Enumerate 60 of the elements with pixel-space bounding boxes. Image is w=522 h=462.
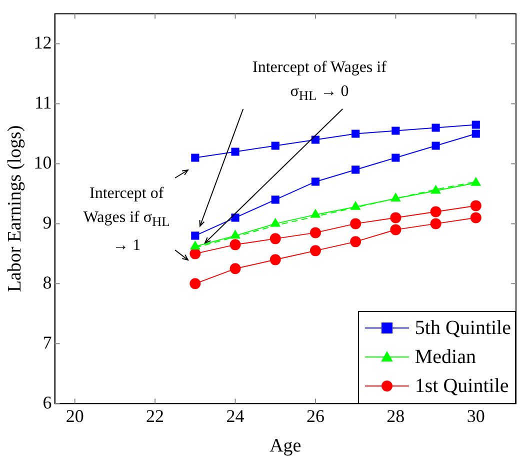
point [390, 224, 402, 236]
point [350, 201, 360, 210]
y-tick-label: 7 [42, 332, 52, 352]
x-tick-label: 30 [466, 406, 485, 426]
point [430, 185, 441, 194]
legend-label: 5th Quintile [414, 316, 511, 341]
y-tick-label: 9 [42, 212, 52, 232]
y-axis-title: Labor Earnings (logs) [4, 125, 26, 292]
point [191, 232, 200, 240]
point [432, 124, 440, 132]
point [270, 254, 281, 266]
point [430, 218, 442, 230]
point [390, 212, 402, 224]
point [231, 214, 240, 222]
point [470, 200, 482, 212]
point [470, 212, 482, 224]
annotation: Intercept of Wages if σ$_{HL}$ → 0 [252, 58, 388, 105]
point [311, 178, 320, 186]
x-tick-label: 20 [66, 406, 84, 426]
point [271, 142, 280, 150]
point [190, 248, 201, 260]
legend-label: 1st Quintile [414, 374, 509, 399]
point [432, 142, 440, 150]
x-axis-title: Age [270, 436, 302, 457]
point [471, 177, 481, 186]
y-tick-label: 6 [42, 392, 52, 412]
point [271, 196, 280, 204]
annotation: Intercept of Wages if σ$_{HL}$ → 1 [82, 184, 171, 256]
point [310, 245, 321, 256]
point [430, 206, 442, 218]
point [231, 148, 240, 156]
point [270, 233, 281, 244]
y-tick-label: 12 [34, 32, 52, 53]
y-tick-label: 11 [34, 92, 52, 112]
x-tick-label: 26 [306, 406, 324, 426]
point [392, 154, 400, 162]
point [350, 236, 362, 248]
point [310, 209, 320, 218]
point [352, 130, 360, 138]
y-tick-label: 10 [34, 152, 52, 172]
point [230, 239, 241, 250]
point [352, 166, 360, 174]
x-tick-label: 22 [146, 406, 164, 426]
point [190, 278, 201, 290]
point [390, 193, 401, 202]
point [350, 218, 362, 230]
point [230, 263, 241, 274]
point [310, 227, 321, 238]
point [311, 136, 320, 144]
point [190, 240, 200, 250]
point [270, 218, 280, 227]
point [392, 126, 400, 135]
x-tick-label: 28 [386, 406, 405, 426]
point [230, 230, 240, 239]
x-tick-label: 24 [226, 406, 244, 426]
y-tick-label: 8 [42, 272, 52, 292]
point [472, 120, 480, 129]
legend-label: Median [414, 344, 476, 370]
point [191, 154, 200, 162]
point [472, 130, 480, 138]
